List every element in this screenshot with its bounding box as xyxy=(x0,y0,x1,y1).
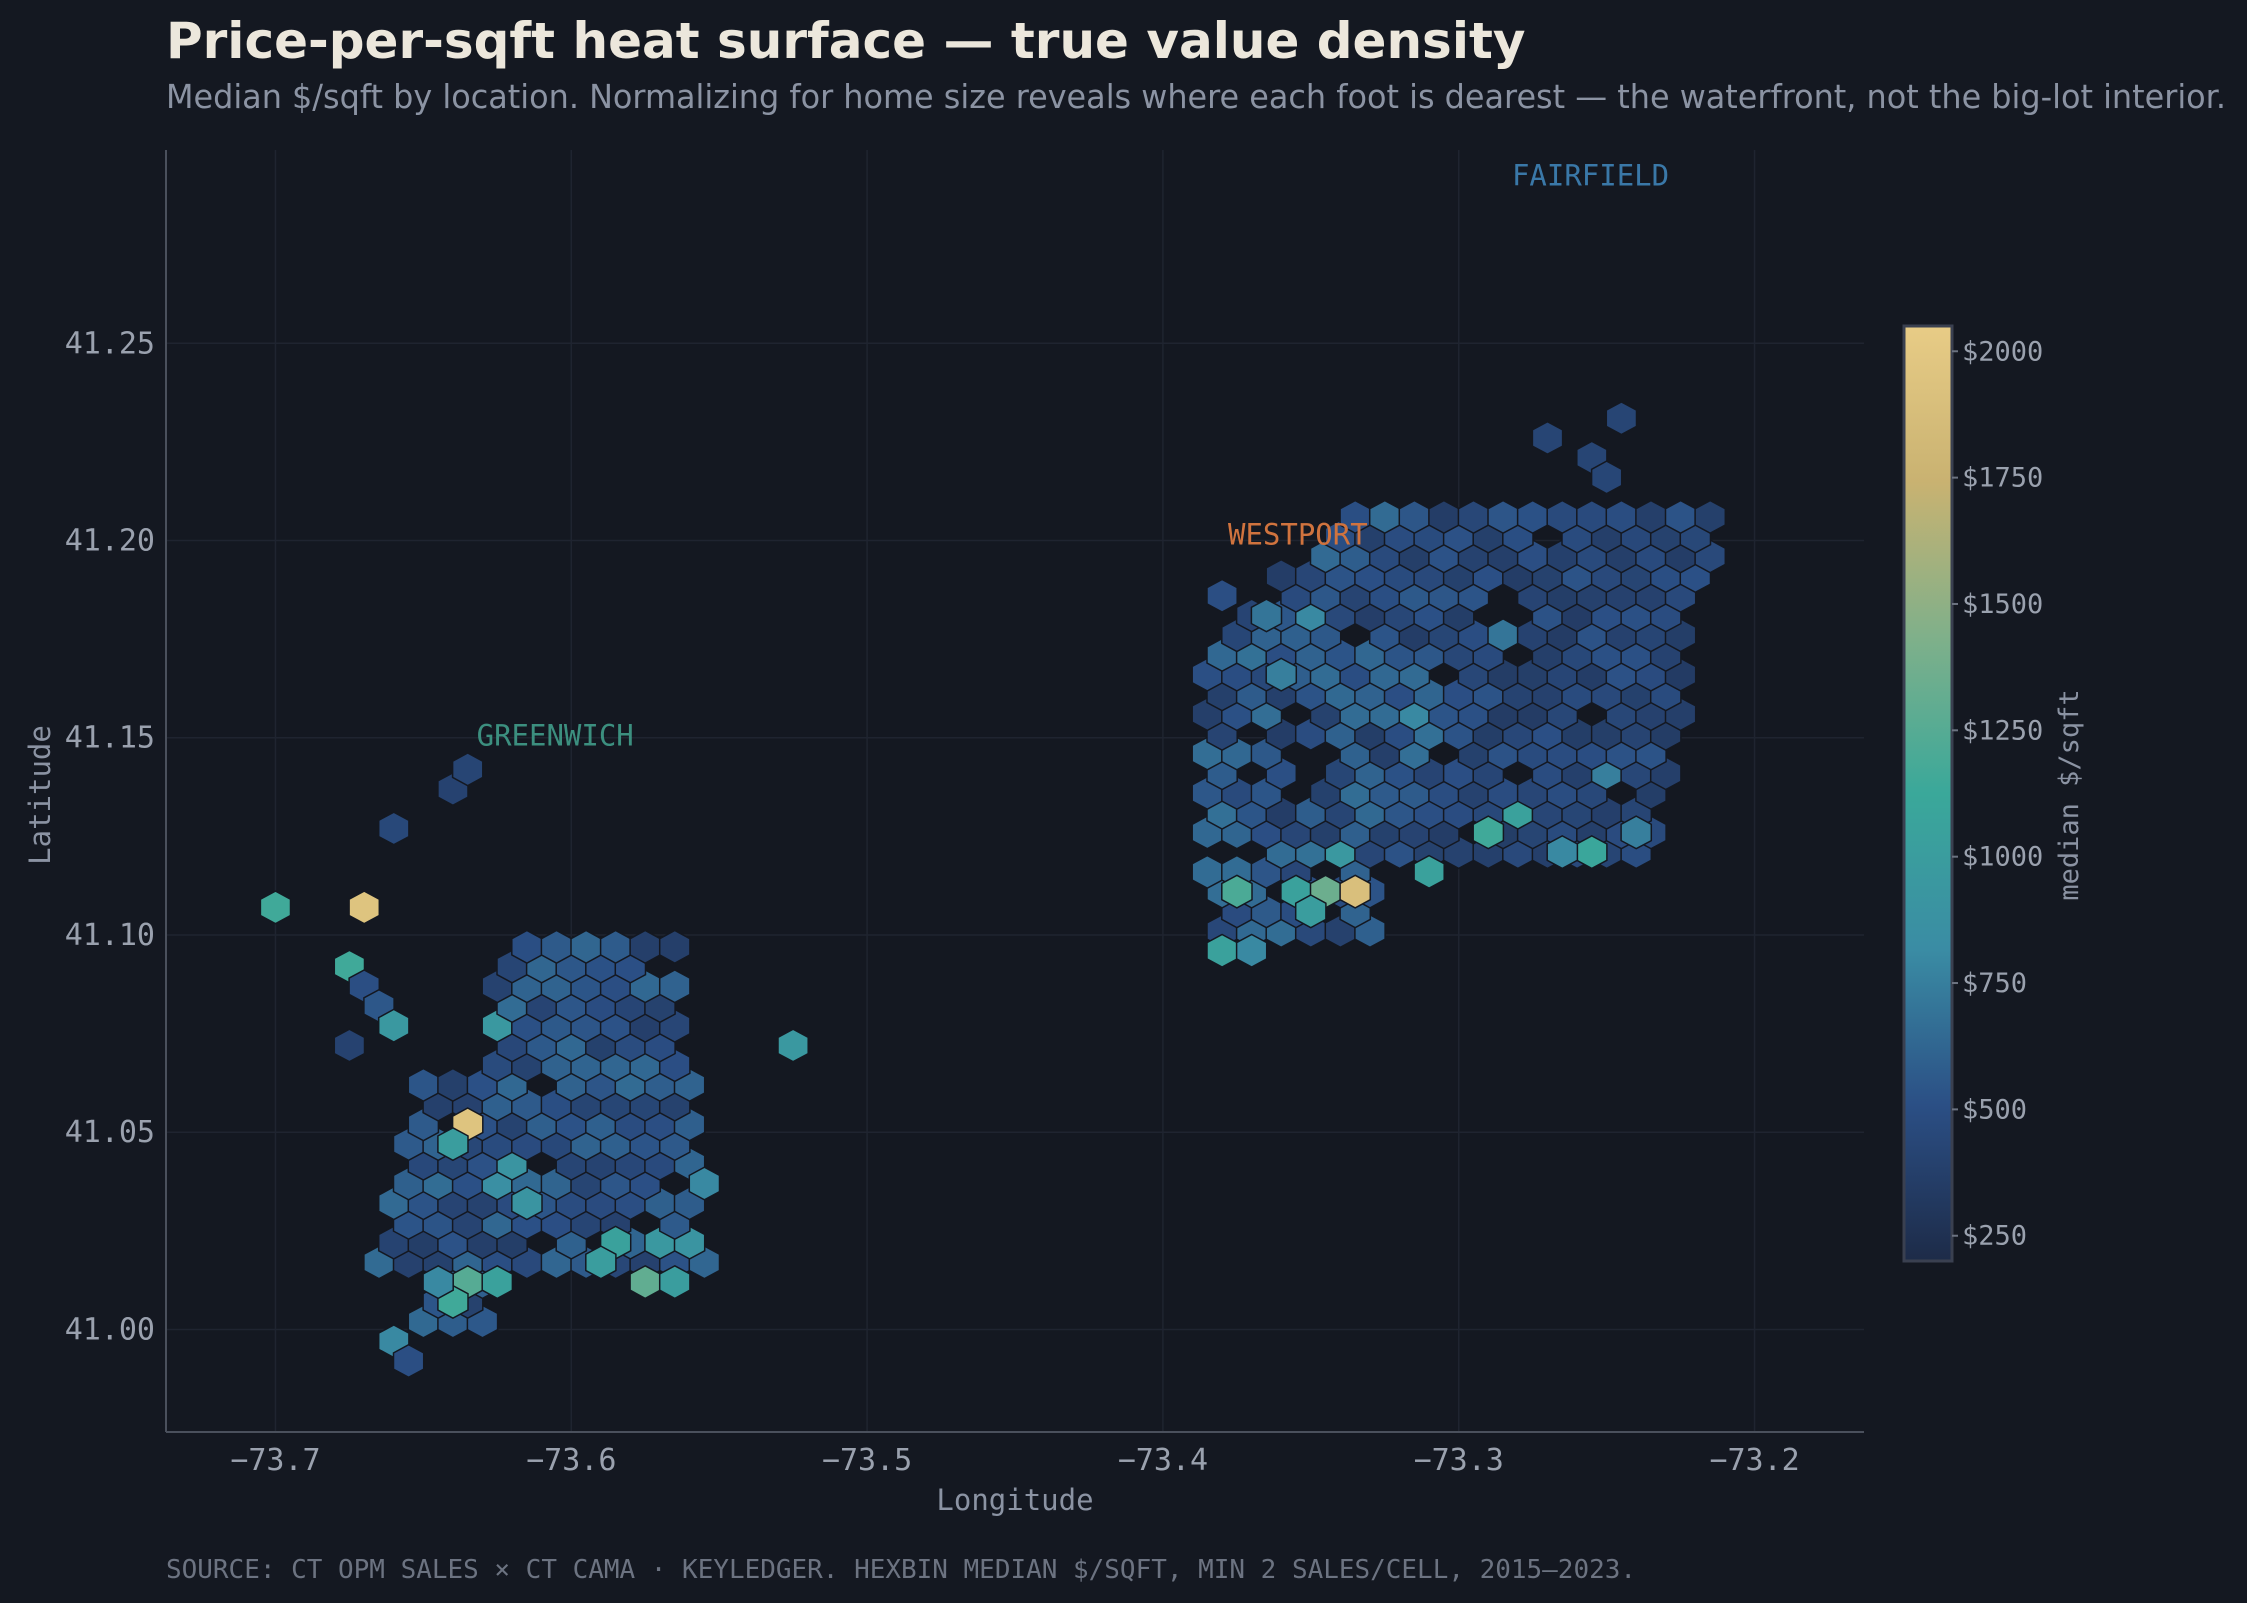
colorbar-tick-label: $1500 xyxy=(1962,589,2043,620)
hex-cell xyxy=(1398,499,1431,534)
hex-cell xyxy=(451,752,484,787)
y-tick-label: 41.00 xyxy=(65,1312,155,1347)
hex-cell xyxy=(629,929,662,964)
hex-cell xyxy=(1605,401,1638,436)
hex-cell xyxy=(511,929,543,964)
hex-cell xyxy=(1487,618,1519,653)
hex-cell xyxy=(348,890,381,925)
colorbar-tick-label: $1750 xyxy=(1962,463,2043,494)
hex-cell xyxy=(1516,499,1549,534)
hex-cell xyxy=(377,811,410,846)
town-label-fairfield: FAIRFIELD xyxy=(1512,159,1669,193)
x-tick-label: −73.4 xyxy=(1118,1443,1208,1478)
hex-cell xyxy=(422,1264,454,1300)
colorbar-tick-label: $500 xyxy=(1962,1094,2027,1125)
colorbar-tick-label: $250 xyxy=(1962,1221,2027,1252)
hex-cell xyxy=(1206,578,1238,613)
y-tick-label: 41.15 xyxy=(65,721,155,756)
hex-cell xyxy=(1487,499,1519,534)
x-tick-label: −73.5 xyxy=(822,1443,912,1478)
hex-cell xyxy=(629,1264,662,1300)
hex-cell xyxy=(1339,874,1372,909)
y-tick-label: 41.05 xyxy=(65,1115,155,1150)
hex-cell xyxy=(1590,460,1623,495)
x-tick-label: −73.6 xyxy=(526,1443,616,1478)
hex-cell xyxy=(585,1245,617,1280)
source-note: SOURCE: CT OPM SALES × CT CAMA · KEYLEDG… xyxy=(166,1555,1636,1585)
hex-cell xyxy=(1265,558,1298,594)
hex-cell xyxy=(437,1126,469,1162)
hex-cell xyxy=(777,1028,809,1063)
y-tick-label: 41.10 xyxy=(65,918,155,953)
y-axis-label: Latitude xyxy=(23,725,57,865)
chart-title: Price-per-sqft heat surface — true value… xyxy=(166,12,1525,70)
hex-cell xyxy=(1546,835,1579,870)
x-tick-label: −73.3 xyxy=(1414,1443,1504,1478)
x-axis-label: Longitude xyxy=(936,1483,1093,1517)
y-tick-label: 41.20 xyxy=(65,524,155,559)
hex-cell xyxy=(1605,499,1638,534)
hex-cell xyxy=(1428,499,1460,534)
hex-cell xyxy=(511,1186,543,1221)
hex-cell xyxy=(1250,598,1283,633)
colorbar-label: median $/sqft xyxy=(2054,689,2085,900)
colorbar-tick-label: $1000 xyxy=(1962,842,2043,873)
hex-cell xyxy=(1576,499,1608,534)
hex-cell xyxy=(658,1264,691,1300)
hex-cell xyxy=(1472,815,1505,850)
town-label-greenwich: GREENWICH xyxy=(477,719,634,753)
hex-cell xyxy=(437,1067,469,1102)
hex-cell xyxy=(1206,933,1238,968)
hex-cell xyxy=(1413,854,1445,889)
hex-cell xyxy=(377,1008,410,1043)
hex-cell xyxy=(688,1166,721,1201)
hex-cell xyxy=(1635,499,1667,534)
hex-cell xyxy=(1620,815,1653,850)
colorbar-tick-label: $750 xyxy=(1962,968,2027,999)
hex-cell xyxy=(1694,499,1727,534)
hex-cell xyxy=(1294,894,1327,929)
colorbar: $250 $500 $750 $1000 $1250 $1500 $1750 $2000 me… xyxy=(1902,324,2085,1263)
hex-cell xyxy=(1265,657,1298,692)
x-tick-label: −73.7 xyxy=(230,1443,320,1478)
x-tick-label: −73.2 xyxy=(1709,1443,1799,1478)
hex-cell xyxy=(1191,854,1224,889)
hex-cell xyxy=(1664,499,1697,534)
hex-cell xyxy=(658,969,691,1004)
hex-cell xyxy=(540,929,573,964)
y-tick-label: 41.25 xyxy=(65,326,155,361)
hex-cell xyxy=(1368,499,1401,534)
colorbar-tick-label: $1250 xyxy=(1962,715,2043,746)
town-label-westport: WESTPORT xyxy=(1228,517,1368,551)
y-tick-labels: 41.00 41.05 41.10 41.15 41.20 41.25 xyxy=(65,326,155,1347)
hex-cell xyxy=(407,1067,440,1102)
colorbar-gradient xyxy=(1902,324,1954,1263)
colorbar-ticks: $250 $500 $750 $1000 $1250 $1500 $1750 $2000 xyxy=(1952,336,2043,1252)
hex-cell xyxy=(481,1264,514,1300)
hex-cell xyxy=(333,1028,366,1063)
hex-cell xyxy=(1457,499,1490,534)
town-labels: GREENWICH WESTPORT FAIRFIELD xyxy=(477,159,1670,753)
hex-cell xyxy=(1546,499,1579,534)
colorbar-tick-label: $2000 xyxy=(1962,336,2043,367)
hex-cell xyxy=(1235,933,1268,968)
hex-cell xyxy=(1221,874,1253,909)
x-tick-labels: −73.7 −73.6 −73.5 −73.4 −73.3 −73.2 xyxy=(230,1443,1799,1478)
hex-cell xyxy=(658,929,691,964)
chart-subtitle: Median $/sqft by location. Normalizing f… xyxy=(166,77,2226,116)
hex-cell xyxy=(1576,835,1608,870)
hex-cell xyxy=(1531,420,1564,456)
hexbin-layer xyxy=(259,401,1727,1379)
hex-cell xyxy=(392,1343,425,1379)
hex-cell xyxy=(259,890,292,925)
